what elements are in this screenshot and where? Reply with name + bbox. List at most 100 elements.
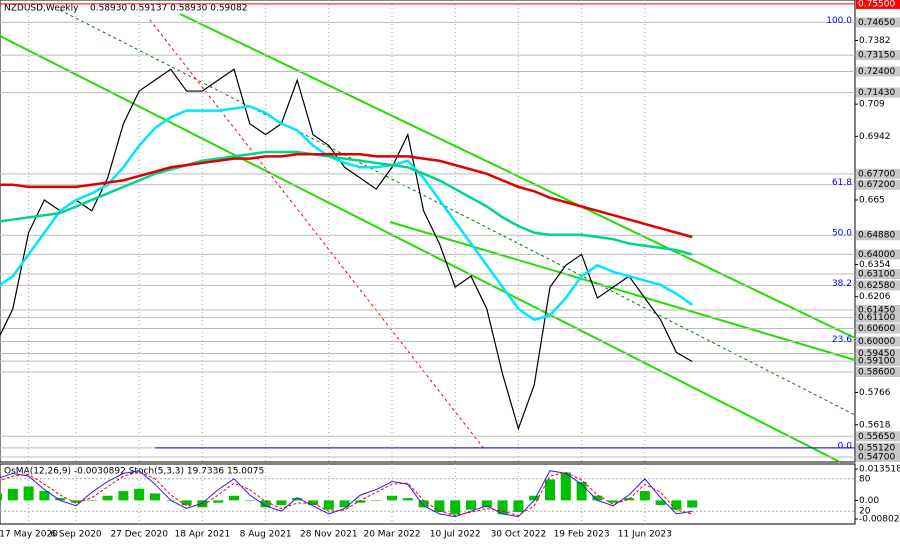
fib-label: 50.0 [832,229,852,239]
fib-label: 38.2 [832,279,852,289]
osma-bar [134,488,145,501]
osma-bar [371,500,382,501]
level-line-label: 0.55650 [858,432,895,442]
level-line-label: 0.61100 [858,313,895,323]
y-tick-label: 0.7382 [859,36,891,46]
fib-label: 23.6 [832,335,852,345]
osma-bar [23,486,34,501]
y-tick-label: 0.5618 [859,420,891,430]
y-tick-label: -0.008025 [859,515,900,525]
x-tick-label: 20 Mar 2022 [363,530,420,540]
osma-bar [418,500,429,508]
x-tick-label: 8 Aug 2021 [240,530,292,540]
level-line-label: 0.61450 [858,305,895,315]
osma-bar [545,479,555,501]
stoch-line [0,471,693,517]
x-tick-label: 30 Oct 2022 [491,530,547,540]
fib-label: 61.8 [832,178,852,188]
moving-average [0,105,693,322]
moving-average [0,152,693,239]
level-line-label: 0.59100 [858,357,895,367]
level-line-box [856,312,900,323]
y-tick-label: 0.00 [859,496,879,506]
level-line-box [856,304,900,315]
level-line-label: 0.63100 [858,270,895,280]
osma-bar [118,491,129,501]
x-tick-label: 17 May 2020 [0,530,58,540]
osma-bar [308,500,318,506]
x-tick-label: 27 Dec 2020 [110,530,168,540]
osma-bar [560,472,571,501]
level-line-label: 0.55120 [858,443,895,453]
level-line-label: 0.60000 [858,337,895,347]
x-tick-label: 10 Jul 2022 [430,530,481,540]
stoch-line [0,470,693,518]
y-tick-label: 0.665 [859,195,885,205]
y-tick-label: 0.6206 [859,292,891,302]
level-line-label: 0.71430 [858,88,895,98]
osma-bar [355,500,366,503]
osma-bar [55,498,66,501]
level-line-box [856,348,900,359]
level-line-label: 0.60600 [858,324,895,334]
osma-bar [387,495,397,501]
level-line-label: 0.67700 [858,169,895,179]
level-line-label: 0.59450 [858,349,895,359]
level-line-box [856,442,900,453]
level-line-box [856,50,900,61]
resistance-line-box [856,0,900,9]
osma-bar [434,500,445,512]
osma-bar [150,493,160,501]
level-line-label: 0.64000 [858,250,895,260]
osma-bar [402,498,413,501]
x-tick-label: 11 Jun 2023 [618,530,672,540]
x-tick-label: 28 Nov 2021 [300,530,358,540]
osma-bar [481,500,492,508]
osma-bar [671,500,682,510]
osma-bar [260,500,271,508]
level-line-label: 0.62580 [858,281,895,291]
y-tick-label: 0.709 [859,100,885,110]
osma-bar [576,481,587,501]
y-tick-label: 0.5766 [859,388,891,398]
osma-bar [7,488,18,501]
level-line-label: 0.54700 [858,452,895,462]
level-line-box [856,230,900,241]
y-tick-label: 0.0135184 [859,465,900,475]
level-line-label: 0.64880 [858,231,895,241]
level-line-label: 0.67200 [858,180,895,190]
osma-bar [102,495,113,501]
osma-bar [0,493,2,501]
osma-bar [213,500,224,503]
quote: 0.58930 0.59137 0.58930 0.59082 [90,4,247,14]
osma-bar [71,500,81,503]
level-line-label: 0.74650 [858,18,895,28]
level-line-label: 0.73150 [858,51,895,61]
fib-label: 0.0 [838,441,853,451]
osma-bar [197,500,208,508]
level-line-box [856,179,900,190]
y-tick-label: 0.6354 [859,260,891,270]
level-line-box [856,336,900,347]
x-tick-label: 18 Apr 2021 [175,530,231,540]
osma-bar [276,500,287,506]
osma-bar [229,495,239,501]
osma-bar [687,500,698,508]
main-pane [0,0,856,463]
osma-bar [181,500,192,506]
channel-line [0,35,841,463]
osma-bar [86,500,97,501]
level-line-box [856,431,900,442]
level-line-label: 0.72400 [858,67,895,77]
y-tick-label: 20 [859,507,871,517]
osma-bar [466,500,476,510]
osma-bar [292,498,303,501]
level-line-box [856,367,900,378]
level-line-box [856,17,900,28]
osma-bar [244,500,255,501]
osma-bar [323,500,334,510]
x-tick-label: 6 Sep 2020 [50,530,102,540]
level-line-box [856,249,900,260]
level-line-box [856,168,900,179]
resistance-line-label: 0.75500 [858,0,895,9]
